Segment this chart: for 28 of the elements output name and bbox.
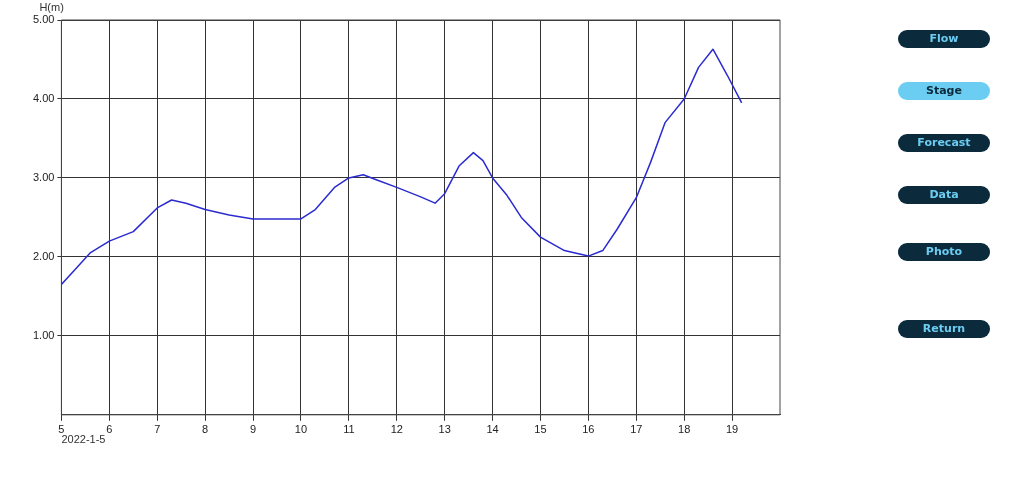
y-tick-label: 4.00 bbox=[32, 91, 55, 104]
x-tick-label: 18 bbox=[678, 423, 691, 436]
button: Return bbox=[898, 320, 990, 338]
button: Stage bbox=[898, 82, 990, 100]
x-tick-label: 12 bbox=[390, 423, 403, 436]
y-axis-title: H(m) bbox=[39, 0, 64, 13]
x-tick-label: 13 bbox=[438, 423, 451, 436]
button: Forecast bbox=[898, 134, 990, 152]
x-tick-label: 6 bbox=[106, 423, 113, 436]
x-tick-label: 5 bbox=[58, 423, 65, 436]
x-tick-label: 14 bbox=[486, 423, 499, 436]
x-axis-title: 2022-1-5 bbox=[61, 433, 106, 446]
x-tick-label: 10 bbox=[294, 423, 308, 436]
x-tick-label: 8 bbox=[202, 423, 209, 436]
x-tick-label: 15 bbox=[534, 423, 547, 436]
x-tick-label: 9 bbox=[249, 423, 257, 436]
button: Flow bbox=[898, 30, 990, 48]
y-tick-label: 2.00 bbox=[32, 249, 55, 262]
x-tick-label: 11 bbox=[343, 423, 355, 436]
x-tick-label: 17 bbox=[630, 423, 643, 436]
y-tick-label: 5.00 bbox=[32, 13, 55, 26]
button: Data bbox=[898, 186, 990, 204]
y-tick-label: 3.00 bbox=[32, 170, 55, 183]
x-tick-label: 19 bbox=[725, 423, 739, 436]
button: Photo bbox=[898, 243, 990, 261]
x-tick-label: 16 bbox=[582, 423, 595, 436]
x-tick-label: 7 bbox=[154, 423, 161, 436]
y-tick-label: 1.00 bbox=[32, 328, 55, 341]
